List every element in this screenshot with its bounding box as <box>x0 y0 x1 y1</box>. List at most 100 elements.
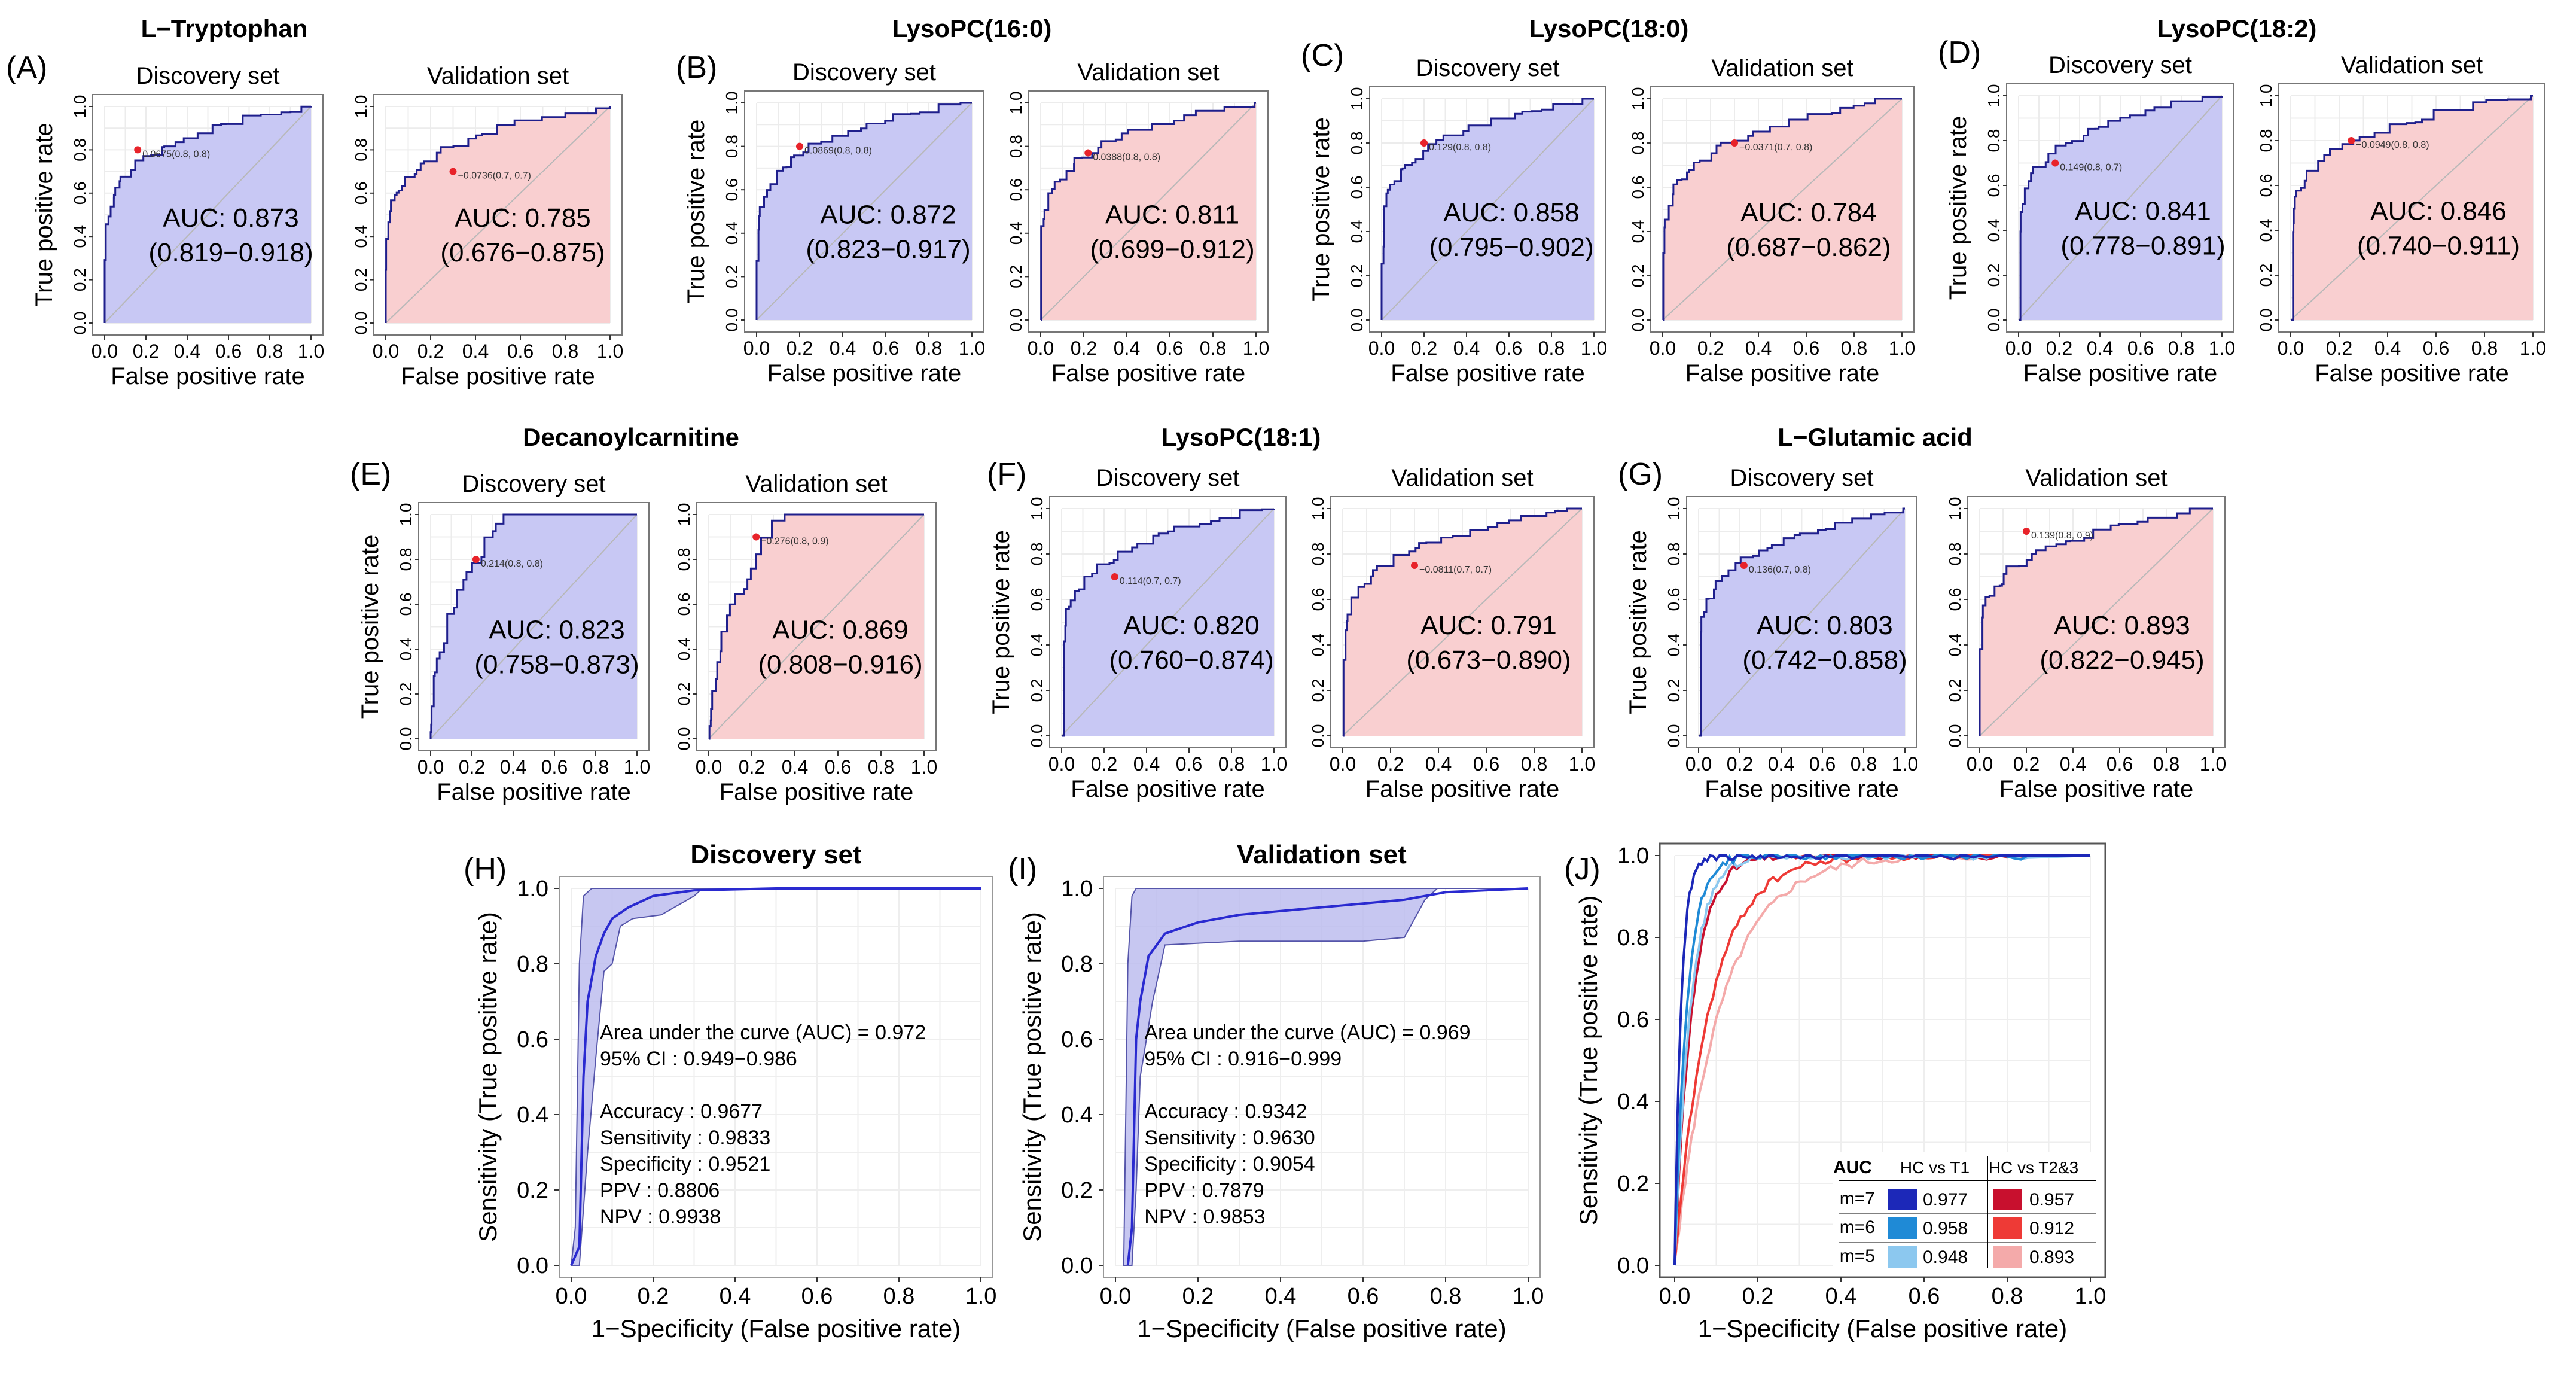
auc-value: AUC: 0.791 <box>1420 611 1556 640</box>
y-tick-label: 0.0 <box>1309 724 1327 748</box>
x-tick-label: 0.4 <box>2374 337 2401 359</box>
y-tick-label: 1.0 <box>1665 497 1683 520</box>
validation-set-title: Validation set <box>745 471 887 497</box>
x-tick-label: 0.2 <box>2046 337 2072 359</box>
y-tick-label: 0.0 <box>1061 1253 1093 1278</box>
y-tick-label: 1.0 <box>352 95 370 118</box>
roc-panel-5: 0.114(0.7, 0.7) AUC: 0.820 (0.760−0.874) 0.… <box>988 465 1595 802</box>
y-axis-label: True positive rate <box>683 120 709 304</box>
auc-ci: (0.758−0.873) <box>474 650 639 680</box>
y-tick-label: 0.0 <box>675 727 693 751</box>
x-tick-label: 1.0 <box>959 337 985 359</box>
confidence-band <box>570 888 981 1266</box>
x-tick-label: 0.4 <box>1265 1284 1297 1309</box>
x-axis-label: False positive rate <box>2023 360 2218 386</box>
x-tick-label: 0.8 <box>868 756 894 778</box>
y-axis-label: True positive rate <box>1625 530 1651 714</box>
y-tick-label: 0.6 <box>397 593 415 616</box>
y-tick-label: 0.0 <box>1629 309 1647 332</box>
x-tick-label: 0.6 <box>801 1284 833 1309</box>
y-tick-label: 0.6 <box>1061 1027 1093 1052</box>
x-tick-label: 0.4 <box>1768 753 1794 775</box>
threshold-point <box>752 533 760 541</box>
title-g: L−Glutamic acid <box>1778 423 1973 451</box>
y-tick-label: 0.4 <box>1348 220 1366 243</box>
roc-panel-4: 0.214(0.8, 0.8) AUC: 0.823 (0.758−0.873) 0.… <box>357 471 937 805</box>
y-tick-label: 0.8 <box>1984 129 2003 153</box>
x-tick-label: 0.6 <box>1496 337 1522 359</box>
y-tick-label: 0.4 <box>1984 219 2003 242</box>
x-tick-label: 0.2 <box>2326 337 2352 359</box>
y-tick-label: 0.2 <box>1665 679 1683 702</box>
y-axis-label: True positive rate <box>988 530 1014 714</box>
roc-panel-2: 0.129(0.8, 0.8) AUC: 0.858 (0.795−0.902) 0.… <box>1308 55 1915 386</box>
x-tick-label: 0.4 <box>174 340 200 362</box>
x-tick-label: 1.0 <box>911 756 937 778</box>
title-c: LysoPC(18:0) <box>1529 14 1689 42</box>
roc-curve <box>429 513 637 739</box>
panel-label-i: (I) <box>1008 852 1037 887</box>
y-tick-label: 0.0 <box>1007 309 1025 332</box>
threshold-label: 0.0675(0.8, 0.8) <box>142 149 210 159</box>
threshold-point <box>1084 149 1092 157</box>
y-tick-label: 0.2 <box>1629 264 1647 288</box>
y-tick-label: 1.0 <box>1007 92 1025 115</box>
roc-curve <box>570 887 981 1266</box>
x-tick-label: 0.8 <box>552 340 578 362</box>
y-tick-label: 0.8 <box>675 548 693 571</box>
y-tick-label: 0.4 <box>71 225 89 248</box>
legend-row-label: m=6 <box>1840 1217 1875 1237</box>
x-tick-label: 0.6 <box>1176 753 1202 775</box>
stat-line: Sensitivity : 0.9630 <box>1144 1127 1315 1149</box>
x-tick-label: 0.2 <box>2013 753 2040 775</box>
y-tick-label: 0.4 <box>1946 634 1964 657</box>
y-tick-label: 1.0 <box>675 503 693 526</box>
x-tick-label: 0.6 <box>1809 753 1836 775</box>
panel-label-h: (H) <box>464 852 507 887</box>
y-tick-label: 0.2 <box>1946 679 1964 702</box>
threshold-label: 0.0869(0.8, 0.8) <box>804 146 872 156</box>
auc-value: AUC: 0.872 <box>820 200 956 230</box>
x-tick-label: 0.0 <box>743 337 770 359</box>
auc-ci: (0.823−0.917) <box>806 235 970 264</box>
y-tick-label: 1.0 <box>1617 844 1649 869</box>
roc-curve <box>103 105 312 323</box>
x-axis-label: False positive rate <box>1391 360 1585 386</box>
x-tick-label: 0.8 <box>916 337 942 359</box>
x-axis-label: False positive rate <box>437 779 631 805</box>
auc-value: AUC: 0.823 <box>489 616 624 645</box>
roc-panel-6: 0.136(0.7, 0.8) AUC: 0.803 (0.742−0.858) 0.… <box>1625 465 2226 802</box>
y-tick-label: 0.8 <box>1629 132 1647 155</box>
x-tick-label: 1.0 <box>2200 753 2226 775</box>
x-tick-label: 0.2 <box>739 756 765 778</box>
y-tick-label: 0.4 <box>352 225 370 248</box>
x-axis-label: False positive rate <box>1705 776 1899 802</box>
auc-value: AUC: 0.803 <box>1757 611 1892 640</box>
x-tick-label: 1.0 <box>965 1284 997 1309</box>
diagonal-reference <box>1061 508 1275 736</box>
x-tick-label: 1.0 <box>1513 1284 1544 1309</box>
y-tick-label: 0.0 <box>723 309 741 332</box>
x-axis-label: 1−Specificity (False positive rate) <box>1137 1314 1506 1342</box>
y-tick-label: 0.8 <box>397 548 415 571</box>
threshold-point <box>2023 528 2030 535</box>
x-tick-label: 0.8 <box>257 340 283 362</box>
confidence-band <box>1123 888 1528 1266</box>
roc-panel-8: 0.0 0.0 0.2 0.2 0.4 0.4 0.6 0.6 0.8 0.8 1.0 1.0 Vali… <box>1018 840 1544 1342</box>
y-tick-label: 0.6 <box>1028 588 1046 611</box>
x-tick-label: 0.2 <box>1182 1284 1214 1309</box>
x-tick-label: 0.8 <box>1200 337 1226 359</box>
legend-row-label: m=7 <box>1840 1189 1875 1208</box>
auc-ci: (0.778−0.891) <box>2060 232 2225 261</box>
threshold-point <box>1111 573 1118 580</box>
x-tick-label: 0.2 <box>417 340 444 362</box>
y-tick-label: 0.8 <box>1617 926 1649 951</box>
y-tick-label: 0.4 <box>397 638 415 661</box>
y-tick-label: 0.8 <box>517 952 548 977</box>
diagonal-reference <box>1040 102 1257 321</box>
y-tick-label: 0.0 <box>1028 724 1046 748</box>
y-tick-label: 0.2 <box>1617 1171 1649 1197</box>
diagonal-reference <box>1979 508 2214 736</box>
x-tick-label: 0.6 <box>541 756 568 778</box>
y-tick-label: 0.2 <box>2257 264 2275 287</box>
